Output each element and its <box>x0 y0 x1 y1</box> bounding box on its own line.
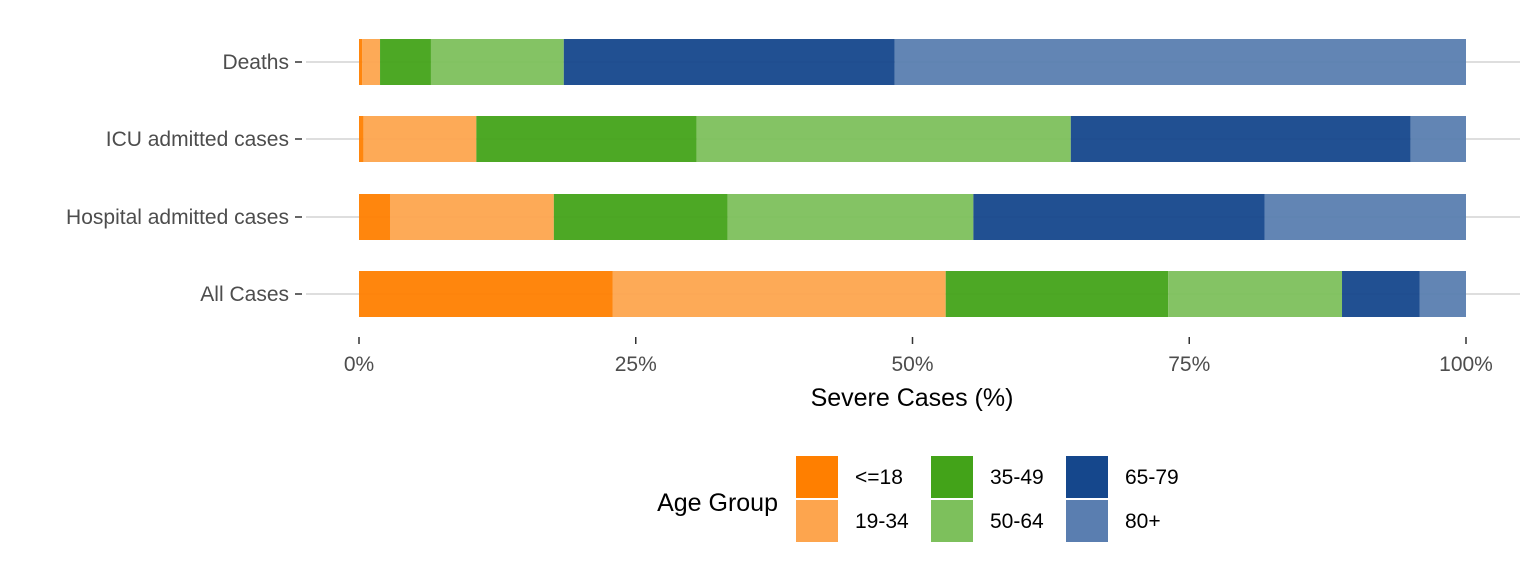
y-tick-label: All Cases <box>200 283 289 306</box>
legend-label: 35-49 <box>990 466 1044 489</box>
x-tick-label: 25% <box>615 353 657 376</box>
bar-segment <box>696 116 1071 162</box>
legend-label: 50-64 <box>990 510 1044 533</box>
legend-key <box>796 500 838 542</box>
legend-key <box>1066 500 1108 542</box>
bar-segment <box>612 271 946 317</box>
bar-segment <box>1419 271 1466 317</box>
bar-segment <box>1410 116 1466 162</box>
bar-segment <box>1168 271 1343 317</box>
legend-key <box>931 456 973 498</box>
legend-label: 19-34 <box>855 510 909 533</box>
legend-title: Age Group <box>657 489 778 517</box>
y-tick-label: ICU admitted cases <box>106 128 289 151</box>
bar-segment <box>1342 271 1420 317</box>
bar-segment <box>430 39 564 85</box>
bar-segment <box>894 39 1466 85</box>
bar-segment <box>973 194 1265 240</box>
bar-segment <box>359 194 390 240</box>
legend-key <box>796 456 838 498</box>
bar-segment <box>389 194 554 240</box>
y-tick-label: Hospital admitted cases <box>66 206 289 229</box>
legend-key <box>1066 456 1108 498</box>
legend-label: 65-79 <box>1125 466 1179 489</box>
legend: Age Group <=18 19-34 35-49 50-64 65-79 80+ <box>657 456 1179 542</box>
y-axis: Deaths ICU admitted cases Hospital admitte… <box>66 51 302 306</box>
bar-segment <box>359 271 613 317</box>
bar-segment <box>553 194 728 240</box>
bar-segment <box>945 271 1169 317</box>
bar-segment <box>359 39 363 85</box>
bar-segment <box>727 194 974 240</box>
bar-segment <box>563 39 895 85</box>
bar-segment <box>359 116 364 162</box>
legend-items: <=18 19-34 35-49 50-64 65-79 80+ <box>796 456 1179 542</box>
bar-segment <box>362 39 381 85</box>
bar-segment <box>363 116 477 162</box>
bar-segment <box>380 39 431 85</box>
x-tick-label: 50% <box>891 353 933 376</box>
legend-label: 80+ <box>1125 510 1161 533</box>
x-tick-label: 75% <box>1168 353 1210 376</box>
x-tick-label: 100% <box>1439 353 1493 376</box>
legend-key <box>931 500 973 542</box>
bars <box>359 39 1466 317</box>
bar-segment <box>476 116 697 162</box>
legend-label: <=18 <box>855 466 903 489</box>
y-tick-label: Deaths <box>222 51 289 74</box>
bar-segment <box>1070 116 1411 162</box>
x-axis: 0% 25% 50% 75% 100% <box>344 337 1493 376</box>
bar-segment <box>1264 194 1466 240</box>
x-axis-title: Severe Cases (%) <box>811 384 1014 412</box>
gridlines <box>306 61 1520 295</box>
x-tick-label: 0% <box>344 353 374 376</box>
